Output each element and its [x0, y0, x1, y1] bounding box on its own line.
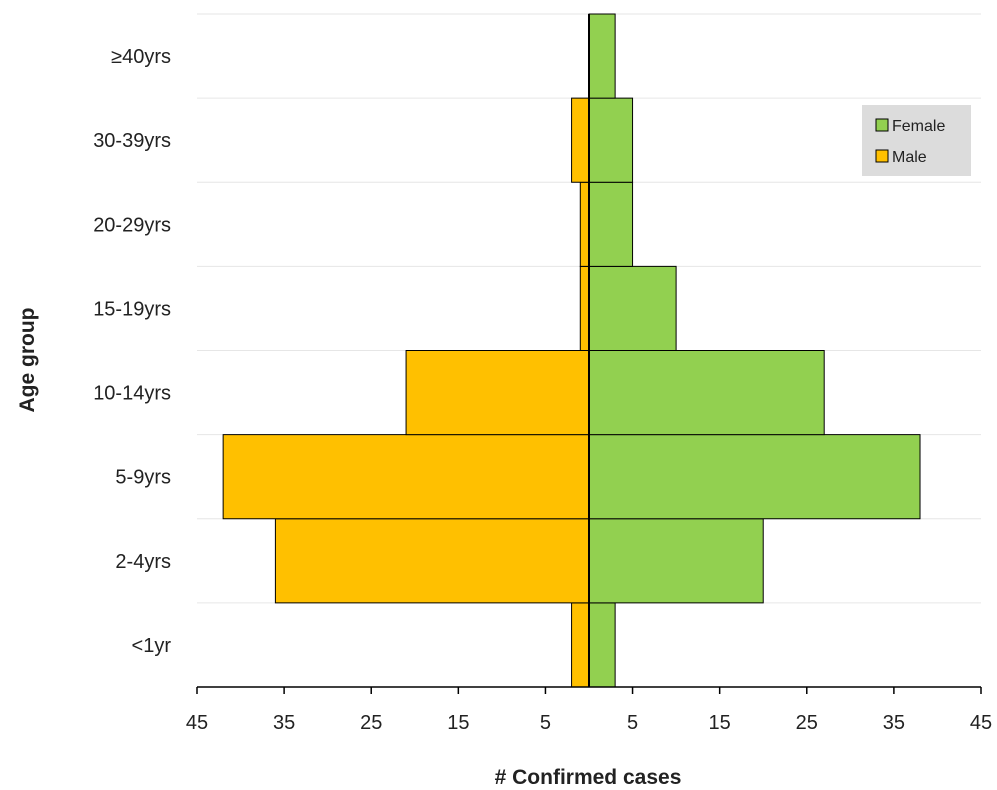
- x-tick-label: 35: [273, 712, 295, 734]
- x-tick-label: 5: [627, 712, 638, 734]
- y-tick-label: 5-9yrs: [115, 467, 171, 489]
- bar-female-15-19yrs: [588, 265, 677, 351]
- y-tick-label: ≥40yrs: [111, 46, 171, 68]
- x-axis: 45 35 25 15 5 5 15 25 35 45: [186, 686, 992, 734]
- y-tick-label: <1yr: [132, 635, 172, 657]
- y-tick-label: 2-4yrs: [115, 551, 171, 573]
- bar-male-5-9yrs: [222, 434, 590, 520]
- bar-female-10-14yrs: [588, 350, 825, 436]
- y-tick-label: 30-39yrs: [93, 130, 171, 152]
- y-tick-label: 10-14yrs: [93, 383, 171, 405]
- x-tick-label: 25: [360, 712, 382, 734]
- bar-female-<1yr: [588, 602, 616, 688]
- bar-male-10-14yrs: [405, 350, 590, 436]
- bar-male-15-19yrs: [579, 265, 590, 351]
- bar-male-20-29yrs: [579, 181, 590, 267]
- legend: Female Male: [862, 105, 971, 176]
- x-tick-label: 5: [540, 712, 551, 734]
- y-tick-label: 15-19yrs: [93, 298, 171, 320]
- y-axis-title: Age group: [16, 308, 39, 413]
- x-tick-label: 35: [883, 712, 905, 734]
- y-axis: <1yr 2-4yrs 5-9yrs 10-14yrs 15-19yrs 20-29yrs…: [93, 46, 171, 657]
- x-tick-label: 45: [970, 712, 992, 734]
- bars: [222, 13, 921, 688]
- bar-male-30-39yrs: [571, 97, 590, 183]
- x-axis-title: # Confirmed cases: [495, 766, 682, 789]
- legend-label-male: Male: [892, 149, 927, 166]
- x-tick-label: 25: [796, 712, 818, 734]
- x-tick-label: 45: [186, 712, 208, 734]
- bar-female-5-9yrs: [588, 434, 921, 520]
- bar-female-30-39yrs: [588, 97, 634, 183]
- bar-male-<1yr: [571, 602, 590, 688]
- y-tick-label: 20-29yrs: [93, 214, 171, 236]
- x-tick-label: 15: [709, 712, 731, 734]
- bar-female-20-29yrs: [588, 181, 634, 267]
- legend-label-female: Female: [892, 118, 945, 135]
- x-tick-label: 15: [447, 712, 469, 734]
- legend-swatch-male: [875, 149, 889, 163]
- legend-swatch-female: [875, 118, 889, 132]
- bar-female-≥40yrs: [588, 13, 616, 99]
- bar-female-2-4yrs: [588, 518, 764, 604]
- legend-box: [862, 105, 971, 176]
- bar-male-2-4yrs: [274, 518, 590, 604]
